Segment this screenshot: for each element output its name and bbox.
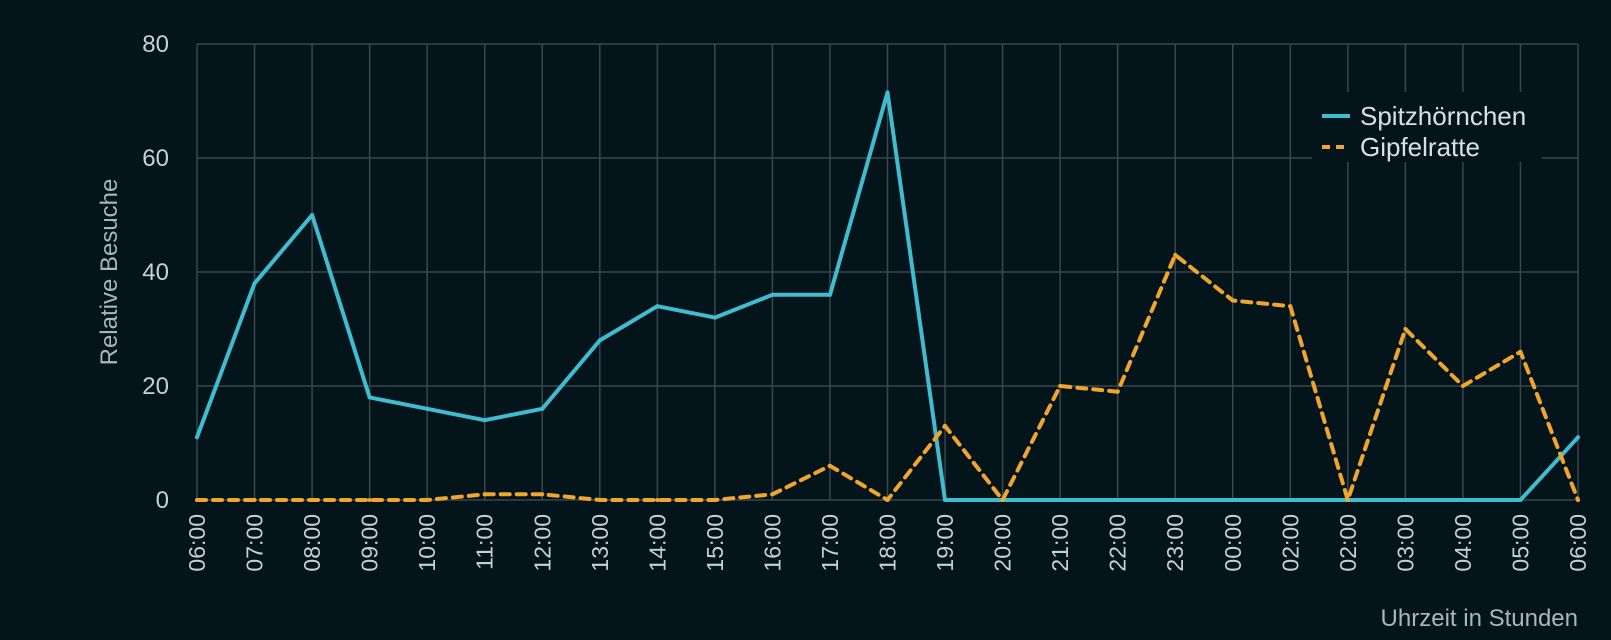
data-point [1115, 389, 1120, 394]
x-tick-label: 02:00 [1277, 514, 1303, 572]
x-tick-label: 17:00 [817, 514, 843, 572]
data-point [1460, 384, 1465, 388]
data-point [1518, 349, 1523, 354]
data-point [1403, 498, 1408, 502]
y-axis-ticks: 0 20 40 60 80 [142, 31, 169, 514]
x-tick-label: 10:00 [414, 514, 440, 572]
x-tick-label: 20:00 [990, 514, 1016, 572]
data-point [827, 292, 832, 297]
data-point [1460, 498, 1465, 502]
legend-label-gipfelratte: Gipfelratte [1360, 132, 1480, 162]
x-tick-label: 00:00 [1220, 514, 1246, 572]
x-tick-label: 07:00 [242, 514, 268, 572]
y-axis-label: Relative Besuche [96, 179, 123, 366]
data-point [1058, 498, 1063, 502]
y-tick-label: 40 [142, 259, 169, 286]
y-tick-label: 20 [142, 373, 169, 400]
data-point [770, 492, 775, 497]
data-point [1230, 498, 1235, 502]
x-tick-label: 11:00 [472, 514, 498, 570]
data-point [1173, 252, 1178, 257]
data-point [1058, 384, 1063, 388]
data-point [1288, 304, 1293, 309]
data-point [712, 315, 717, 320]
x-tick-label: 23:00 [1162, 514, 1188, 572]
x-tick-label: 04:00 [1450, 514, 1476, 572]
legend: Spitzhörnchen Gipfelratte [1312, 92, 1542, 162]
data-point [540, 406, 545, 411]
x-tick-label: 21:00 [1047, 514, 1073, 572]
data-point [252, 281, 257, 286]
x-axis-label: Uhrzeit in Stunden [1381, 605, 1578, 632]
x-tick-label: 09:00 [357, 514, 383, 572]
y-tick-label: 80 [142, 31, 169, 58]
data-point [943, 498, 948, 502]
data-point [1345, 498, 1350, 502]
data-point [367, 395, 372, 400]
data-point [1230, 298, 1235, 303]
x-tick-label: 03:00 [1392, 514, 1418, 572]
x-tick-label: 08:00 [299, 514, 325, 572]
data-point [425, 406, 430, 411]
data-point [1403, 327, 1408, 331]
data-point [1288, 498, 1293, 502]
data-point [885, 90, 890, 95]
data-point [827, 463, 832, 468]
x-tick-label: 19:00 [932, 514, 958, 572]
data-point [1576, 498, 1580, 502]
x-tick-label: 18:00 [875, 514, 901, 572]
data-point [1115, 498, 1120, 502]
data-point [310, 498, 315, 502]
data-point [252, 498, 257, 502]
data-point [195, 498, 199, 502]
x-tick-label: 02:00 [1335, 514, 1361, 572]
x-tick-label: 22:00 [1105, 514, 1131, 572]
data-point [310, 213, 315, 217]
data-point [1000, 498, 1005, 502]
x-tick-label: 15:00 [702, 514, 728, 572]
data-point [597, 338, 602, 343]
x-tick-label: 06:00 [184, 514, 210, 572]
data-point [425, 498, 430, 502]
data-point [195, 435, 199, 440]
data-point [1518, 498, 1523, 502]
grid [196, 43, 1579, 501]
data-point [770, 292, 775, 297]
data-point [540, 492, 545, 497]
legend-background [1312, 92, 1542, 162]
y-tick-label: 60 [142, 145, 169, 172]
x-tick-label: 12:00 [529, 514, 555, 572]
data-point [482, 418, 487, 423]
data-point [482, 492, 487, 497]
data-point [712, 498, 717, 502]
data-point [943, 423, 948, 428]
legend-label-spitzhoernchen: Spitzhörnchen [1360, 101, 1526, 131]
x-tick-label: 16:00 [759, 514, 785, 572]
x-tick-label: 14:00 [644, 514, 670, 572]
data-point [367, 498, 372, 502]
data-point [885, 498, 890, 502]
data-point [655, 304, 660, 309]
data-point [655, 498, 660, 502]
y-tick-label: 0 [156, 487, 169, 514]
x-tick-label: 13:00 [587, 514, 613, 572]
data-point [597, 498, 602, 502]
x-tick-label: 05:00 [1507, 514, 1533, 572]
series-lines [195, 90, 1580, 502]
x-axis-ticks: 06:00 07:00 08:00 09:00 10:00 11:00 12:00 13:00… [184, 514, 1591, 572]
x-tick-label: 06:00 [1565, 514, 1591, 572]
data-point [1173, 498, 1178, 502]
data-point [1576, 435, 1580, 440]
